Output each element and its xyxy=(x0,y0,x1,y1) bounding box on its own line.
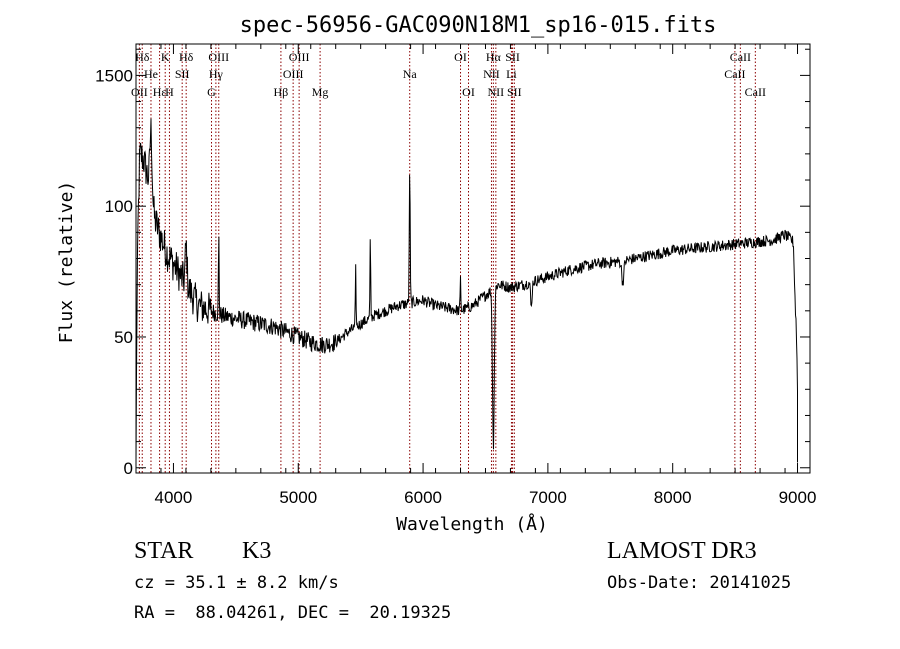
line-label-22: Mg xyxy=(312,85,329,99)
line-label-12: OIII xyxy=(283,67,304,81)
plot-frame xyxy=(135,43,811,474)
line-label-24: NII xyxy=(488,85,505,99)
spectrum-line xyxy=(135,118,798,463)
x-tick-label-3: 7000 xyxy=(529,488,567,507)
line-label-18: Hε xyxy=(153,85,167,99)
line-label-1: K xyxy=(161,50,170,64)
line-label-17: OII xyxy=(131,85,148,99)
line-label-8: CaII xyxy=(730,50,751,64)
x-tick-label-4: 8000 xyxy=(654,488,692,507)
line-label-23: OI xyxy=(462,85,475,99)
x-axis-label: Wavelength (Å) xyxy=(396,513,548,535)
line-label-6: Hα xyxy=(486,50,502,64)
spectral-line-markers xyxy=(138,44,756,473)
x-tick-label-2: 6000 xyxy=(404,488,442,507)
chart-title: spec-56956-GAC090N18M1_sp16-015.fits xyxy=(240,13,717,38)
y-tick-label-1: 50 xyxy=(114,328,133,347)
y-tick-label-0: 0 xyxy=(124,459,133,478)
object-class: STAR xyxy=(134,538,194,564)
line-label-0: Hδ xyxy=(135,50,150,64)
line-label-4: OIII xyxy=(289,50,310,64)
line-label-9: He xyxy=(144,67,158,81)
line-label-5: OI xyxy=(454,50,467,64)
coordinates: RA = 88.04261, DEC = 20.19325 xyxy=(134,603,452,623)
survey-name: LAMOST DR3 xyxy=(607,538,757,564)
y-tick-labels: 0 50 100 1500 xyxy=(95,66,133,477)
line-label-21: Hβ xyxy=(274,85,289,99)
line-label-26: CaII xyxy=(745,85,766,99)
line-label-10: SII xyxy=(175,67,190,81)
axis-ticks xyxy=(135,44,811,473)
line-label-15: Li xyxy=(506,67,517,81)
redshift-line: cz = 35.1 ± 8.2 km/s xyxy=(134,573,339,593)
line-label-2: Hδ xyxy=(179,50,194,64)
line-label-20: G xyxy=(207,85,216,99)
y-tick-label-2: 100 xyxy=(105,197,133,216)
y-axis-label: Flux (relative) xyxy=(56,181,77,344)
line-label-11: Hγ xyxy=(209,67,224,81)
line-label-7: SII xyxy=(505,50,520,64)
line-label-16: CaII xyxy=(724,67,745,81)
x-tick-label-0: 4000 xyxy=(155,488,193,507)
x-tick-label-5: 9000 xyxy=(779,488,817,507)
x-tick-label-1: 5000 xyxy=(279,488,317,507)
line-label-3: OIII xyxy=(208,50,229,64)
line-label-25: SII xyxy=(507,85,522,99)
object-subclass: K3 xyxy=(242,538,272,564)
x-tick-labels: 4000 5000 6000 7000 8000 9000 xyxy=(155,488,817,507)
line-label-19: H xyxy=(165,85,174,99)
line-label-13: Na xyxy=(403,67,418,81)
line-label-14: NII xyxy=(483,67,500,81)
obs-date: Obs-Date: 20141025 xyxy=(607,573,792,593)
y-tick-label-3: 1500 xyxy=(95,66,133,85)
